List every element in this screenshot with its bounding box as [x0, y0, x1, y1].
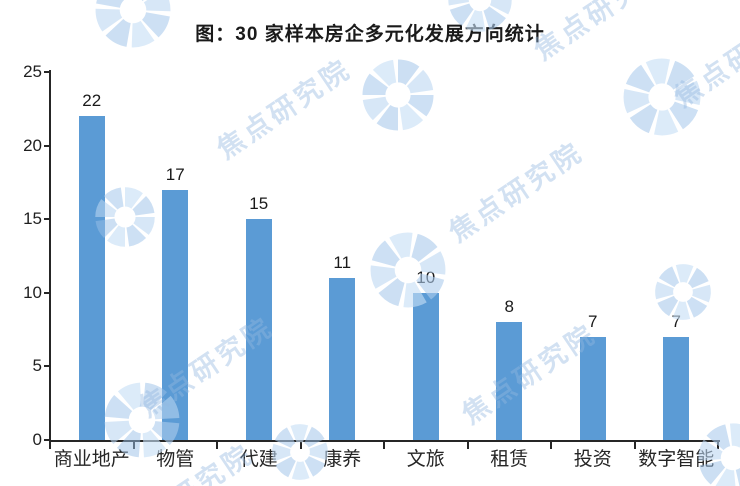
- y-tick-mark: [44, 71, 50, 73]
- bar-value-label: 11: [333, 253, 352, 273]
- y-tick-label: 5: [32, 356, 42, 376]
- bar-value-label: 22: [82, 91, 102, 111]
- x-category-label: 商业地产: [53, 449, 130, 470]
- bar-6: [496, 322, 523, 440]
- x-tick-mark: [550, 440, 552, 449]
- bar-7: [579, 336, 606, 440]
- x-category-label: 数字智能: [638, 449, 715, 470]
- bar-5: [412, 292, 439, 440]
- bar-value-label: 15: [249, 194, 269, 214]
- y-tick-label: 20: [23, 135, 42, 155]
- bar-value-label: 17: [165, 164, 185, 184]
- bar-8: [663, 336, 690, 440]
- y-tick-label: 25: [23, 62, 42, 81]
- chart-title: 图：30 家样本房企多元化发展方向统计: [195, 24, 545, 45]
- bar-value-label: 10: [416, 267, 436, 287]
- x-tick-mark: [717, 440, 719, 449]
- y-tick-mark: [44, 218, 50, 221]
- x-tick-mark: [383, 440, 385, 449]
- x-category-label: 文旅: [406, 449, 445, 470]
- x-category-label: 代建: [239, 449, 278, 470]
- bar-4: [329, 278, 356, 440]
- x-category-label: 物管: [156, 449, 195, 470]
- y-tick-label: 10: [23, 282, 42, 302]
- x-tick-mark: [132, 440, 135, 449]
- x-category-label: 租赁: [490, 449, 529, 470]
- x-tick-mark: [633, 440, 636, 449]
- x-tick-mark: [466, 440, 469, 449]
- x-tick-mark: [216, 440, 218, 449]
- x-category-label: 投资: [573, 449, 612, 470]
- bar-value-label: 7: [671, 311, 681, 331]
- y-tick-mark: [44, 365, 50, 368]
- y-tick-mark: [44, 144, 50, 147]
- x-tick-mark: [299, 440, 302, 449]
- bar-1: [78, 116, 105, 440]
- y-axis-line: [49, 70, 51, 442]
- x-tick-mark: [49, 440, 51, 449]
- bar-3: [245, 219, 272, 440]
- x-category-label: 康养: [323, 449, 362, 470]
- y-tick-mark: [44, 439, 50, 441]
- y-tick-label: 15: [23, 209, 42, 229]
- bar-value-label: 8: [504, 297, 514, 317]
- bar-value-label: 7: [588, 311, 598, 331]
- y-tick-mark: [44, 291, 50, 294]
- y-tick-label: 0: [32, 430, 42, 449]
- bar-2: [162, 189, 189, 440]
